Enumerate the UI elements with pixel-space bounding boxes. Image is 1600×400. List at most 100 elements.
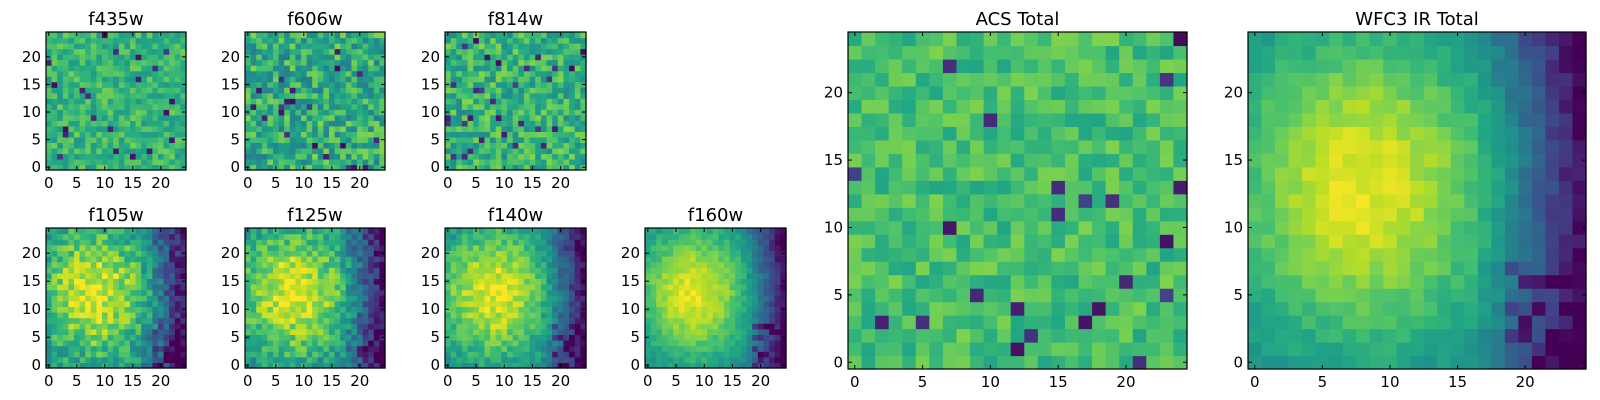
heatmap-cell	[85, 136, 92, 143]
heatmap-cell	[273, 120, 280, 127]
heatmap-cell	[774, 334, 781, 341]
heatmap-cell	[1173, 342, 1188, 357]
heatmap-cell	[317, 142, 324, 149]
heatmap-cell	[563, 334, 570, 341]
heatmap-cell	[96, 98, 103, 105]
heatmap-cell	[267, 153, 274, 160]
heatmap-cell	[85, 103, 92, 110]
heatmap-cell	[507, 125, 514, 132]
heatmap-cell	[96, 334, 103, 341]
heatmap-cell	[450, 136, 457, 143]
heatmap-cell	[373, 109, 380, 116]
heatmap-cell	[529, 81, 536, 88]
heatmap-cell	[563, 87, 570, 94]
heatmap-cell	[1078, 274, 1093, 289]
heatmap-cell	[861, 342, 876, 357]
heatmap-cell	[357, 109, 364, 116]
heatmap-cell	[62, 261, 69, 268]
heatmap-cell	[368, 261, 375, 268]
heatmap-cell	[557, 289, 565, 296]
heatmap-cell	[915, 342, 930, 357]
heatmap-cell	[79, 306, 86, 313]
heatmap-cell	[763, 228, 770, 235]
heatmap-cell	[96, 92, 103, 99]
heatmap-cell	[1010, 180, 1025, 195]
heatmap-cell	[650, 306, 657, 313]
heatmap-cell	[289, 228, 296, 235]
heatmap-cell	[362, 76, 369, 83]
heatmap-cell	[512, 328, 519, 335]
heatmap-cell	[357, 272, 364, 279]
heatmap-cell	[273, 81, 280, 88]
heatmap-cell	[79, 120, 86, 127]
heatmap-cell	[245, 317, 252, 324]
heatmap-cell	[1119, 166, 1134, 181]
heatmap-cell	[535, 244, 542, 251]
heatmap-cell	[484, 131, 491, 138]
heatmap-cell	[495, 239, 502, 246]
heatmap-cell	[763, 351, 770, 358]
heatmap-cell	[256, 147, 263, 155]
heatmap-cell	[74, 136, 81, 143]
heatmap-cell	[650, 323, 657, 330]
heatmap-cell	[997, 247, 1012, 262]
heatmap-cell	[141, 323, 148, 330]
heatmap-cell	[701, 295, 708, 302]
heatmap-cell	[141, 92, 148, 99]
heatmap-cell	[574, 295, 581, 302]
heatmap-cell	[445, 120, 452, 127]
heatmap-cell	[118, 233, 125, 240]
heatmap-cell	[523, 244, 531, 251]
heatmap-cell	[102, 131, 109, 138]
heatmap-cell	[569, 340, 576, 347]
heatmap-cell	[250, 340, 257, 347]
heatmap-cell	[467, 37, 474, 44]
heatmap-cell	[124, 153, 131, 160]
heatmap-cell	[650, 345, 657, 352]
heatmap-cell	[656, 328, 663, 335]
heatmap-cell	[661, 244, 669, 251]
heatmap-cell	[956, 234, 971, 249]
heatmap-cell	[774, 272, 781, 279]
heatmap-cell	[289, 54, 296, 61]
heatmap-cell	[450, 289, 457, 296]
heatmap-cell	[774, 351, 781, 358]
heatmap-cell	[141, 131, 148, 138]
heatmap-cell	[574, 59, 581, 66]
heatmap-cell	[769, 272, 776, 279]
heatmap-cell	[113, 351, 120, 358]
heatmap-cell	[1051, 234, 1066, 249]
heatmap-cell	[673, 244, 680, 251]
heatmap-cell	[535, 65, 542, 72]
heatmap-cell	[135, 103, 142, 110]
heatmap-cell	[62, 328, 69, 335]
heatmap-cell	[362, 239, 369, 246]
heatmap-cell	[490, 345, 497, 352]
heatmap-cell	[888, 315, 903, 330]
heatmap-cell	[546, 37, 553, 44]
heatmap-cell	[107, 334, 114, 341]
heatmap-cell	[118, 289, 125, 296]
heatmap-cell	[467, 43, 474, 50]
heatmap-cell	[915, 288, 930, 303]
heatmap-cell	[62, 92, 69, 99]
heatmap-cell	[169, 328, 176, 335]
heatmap-cell	[79, 261, 86, 268]
heatmap-cell	[312, 228, 319, 235]
heatmap-cell	[174, 87, 181, 94]
heatmap-cell	[774, 323, 781, 330]
heatmap-cell	[848, 166, 863, 181]
heatmap-cell	[174, 323, 181, 330]
heatmap-cell	[478, 261, 486, 268]
heatmap-cell	[970, 342, 985, 357]
heatmap-cell	[552, 147, 559, 155]
heatmap-cell	[495, 136, 502, 143]
heatmap-cell	[707, 306, 714, 313]
heatmap-cell	[102, 37, 109, 44]
heatmap-cell	[323, 228, 330, 235]
heatmap-cell	[295, 256, 302, 263]
heatmap-cell	[169, 256, 176, 263]
heatmap-cell	[261, 295, 268, 302]
heatmap-cell	[158, 278, 165, 285]
heatmap-cell	[295, 261, 302, 268]
